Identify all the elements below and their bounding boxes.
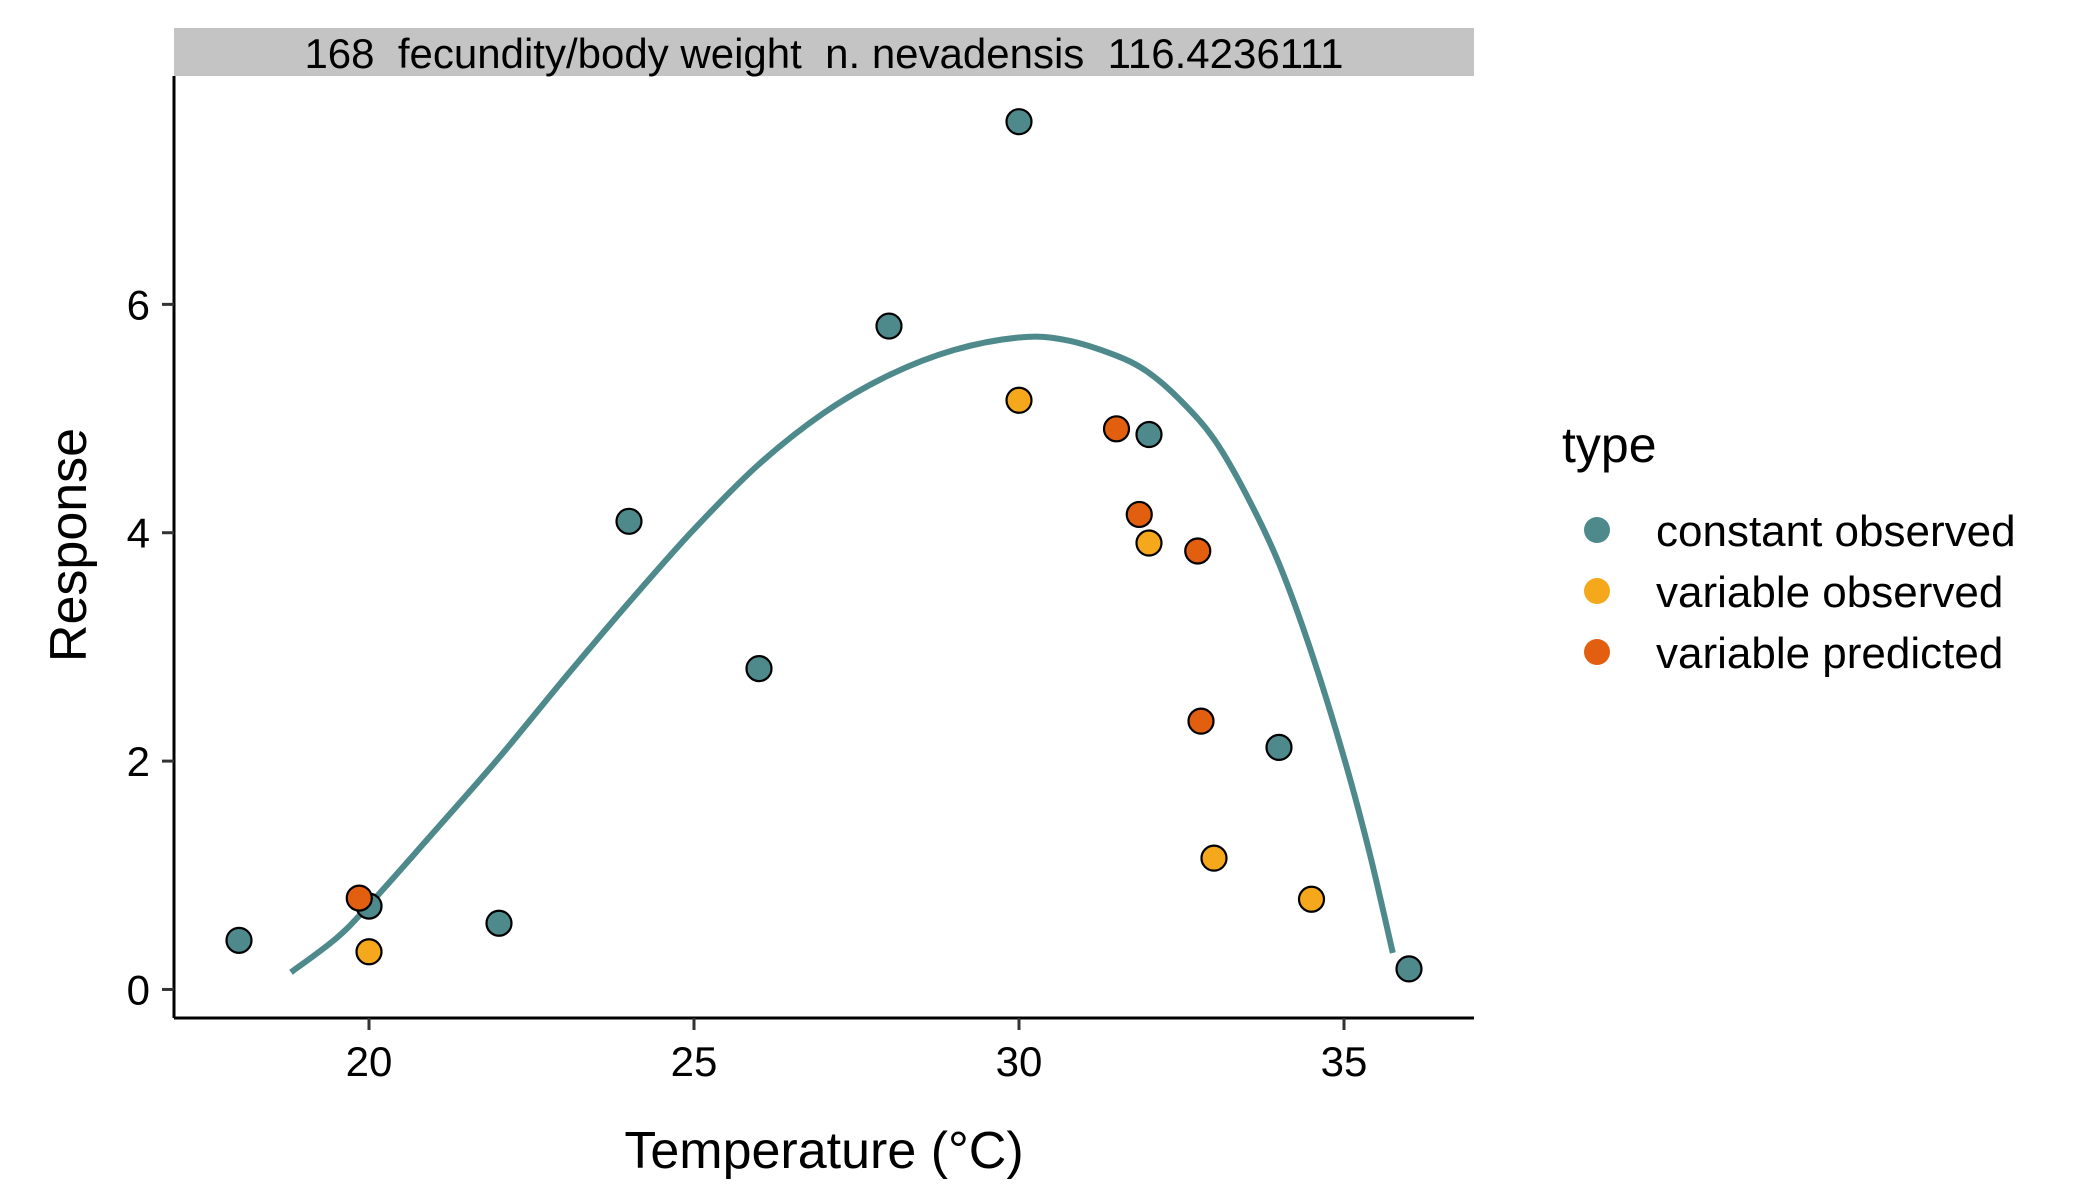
- data-point-constant-observed: [875, 312, 903, 340]
- data-point-constant-observed: [225, 926, 253, 954]
- legend-key-constant-observed: [1584, 517, 1610, 543]
- legend: type constant observed variable observed v…: [1562, 417, 2016, 678]
- title-strip-background: [174, 28, 1474, 76]
- data-point-constant-observed: [1395, 955, 1423, 983]
- y-tick-label: 4: [127, 510, 150, 557]
- y-tick-label: 2: [127, 738, 150, 785]
- data-point-variable-predicted: [1187, 707, 1215, 735]
- data-point-constant-observed: [1265, 733, 1293, 761]
- x-tick-label: 25: [671, 1038, 718, 1085]
- x-axis-title: Temperature (°C): [624, 1122, 1023, 1180]
- points-layer: [225, 108, 1423, 983]
- x-tick-label: 20: [346, 1038, 393, 1085]
- axes: 20 25 30 35 0 2 4 6: [127, 76, 1474, 1085]
- data-point-constant-observed: [1135, 420, 1163, 449]
- data-point-variable-observed: [1005, 386, 1033, 414]
- data-point-variable-predicted: [1102, 415, 1131, 443]
- data-point-constant-observed: [485, 909, 513, 937]
- data-point-constant-observed: [1005, 108, 1033, 136]
- data-point-variable-predicted: [345, 884, 373, 912]
- data-point-variable-observed: [1200, 844, 1228, 872]
- y-axis-title: Response: [40, 428, 98, 662]
- fit-curve: [289, 333, 1396, 975]
- data-point-variable-predicted: [1125, 500, 1153, 529]
- legend-label: variable predicted: [1656, 629, 2003, 678]
- fit-curve-layer: [289, 333, 1396, 975]
- x-tick-label: 35: [1321, 1038, 1368, 1085]
- title-strip: 168 fecundity/body weight n. nevadensis …: [174, 28, 1474, 77]
- data-point-constant-observed: [745, 655, 773, 683]
- y-tick-label: 6: [127, 281, 150, 328]
- legend-label: variable observed: [1656, 568, 2003, 617]
- legend-key-variable-predicted: [1584, 639, 1610, 665]
- legend-key-variable-observed: [1584, 578, 1610, 604]
- legend-title: type: [1562, 417, 1657, 473]
- data-point-variable-predicted: [1184, 537, 1212, 565]
- chart-title: 168 fecundity/body weight n. nevadensis …: [304, 30, 1343, 77]
- legend-label: constant observed: [1656, 507, 2016, 556]
- data-point-variable-observed: [1297, 885, 1326, 913]
- data-point-variable-observed: [1135, 529, 1163, 557]
- data-point-variable-observed: [355, 938, 383, 966]
- data-point-constant-observed: [615, 507, 643, 535]
- y-tick-label: 0: [127, 966, 150, 1013]
- x-tick-label: 30: [996, 1038, 1043, 1085]
